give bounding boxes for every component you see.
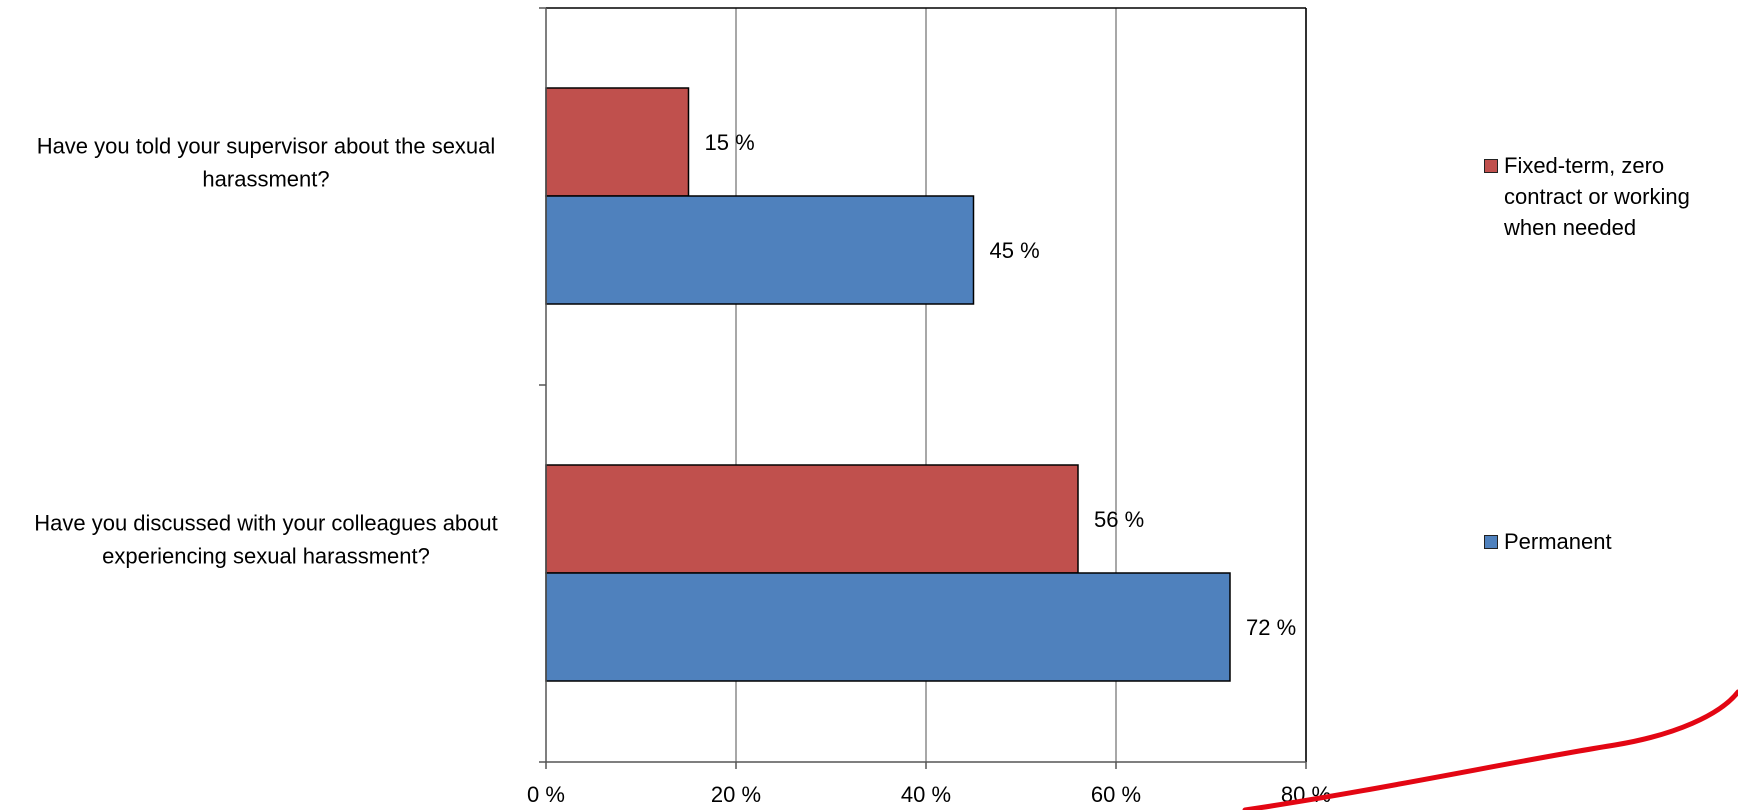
category-label: harassment?: [202, 167, 329, 192]
data-label: 45 %: [990, 238, 1040, 263]
data-label: 56 %: [1094, 507, 1144, 532]
x-tick-label: 20 %: [711, 782, 761, 807]
bar: [545, 195, 975, 305]
legend-label: contract or working: [1504, 184, 1690, 209]
legend-label: Fixed-term, zero: [1504, 153, 1665, 178]
category-label: Have you discussed with your colleagues …: [34, 511, 498, 536]
bar: [545, 464, 1079, 574]
legend-item: Permanent: [1484, 526, 1738, 557]
legend-swatch: [1484, 535, 1498, 549]
x-tick-label: 40 %: [901, 782, 951, 807]
category-label: experiencing sexual harassment?: [102, 544, 430, 569]
legend-label: Permanent: [1504, 529, 1612, 554]
bars: [545, 87, 1231, 682]
bar: [545, 572, 1231, 682]
legend-item: Fixed-term, zero contract or working when …: [1484, 150, 1738, 243]
decorative-red-swoosh: [1242, 689, 1738, 810]
x-tick-label: 0 %: [527, 782, 565, 807]
plot-frame: [545, 7, 1307, 763]
legend-label: when needed: [1504, 215, 1637, 240]
x-tick-labels: 0 % 20 % 40 % 60 % 80 %: [527, 782, 1331, 807]
data-label: 15 %: [705, 130, 755, 155]
data-label: 72 %: [1246, 615, 1296, 640]
category-label: Have you told your supervisor about the …: [37, 134, 496, 159]
bar: [545, 87, 690, 197]
data-labels: 15 % 45 % 56 % 72 %: [705, 130, 1297, 640]
legend-swatch: [1484, 159, 1498, 173]
x-tick-label: 60 %: [1091, 782, 1141, 807]
category-labels: Have you told your supervisor about the …: [34, 134, 498, 569]
